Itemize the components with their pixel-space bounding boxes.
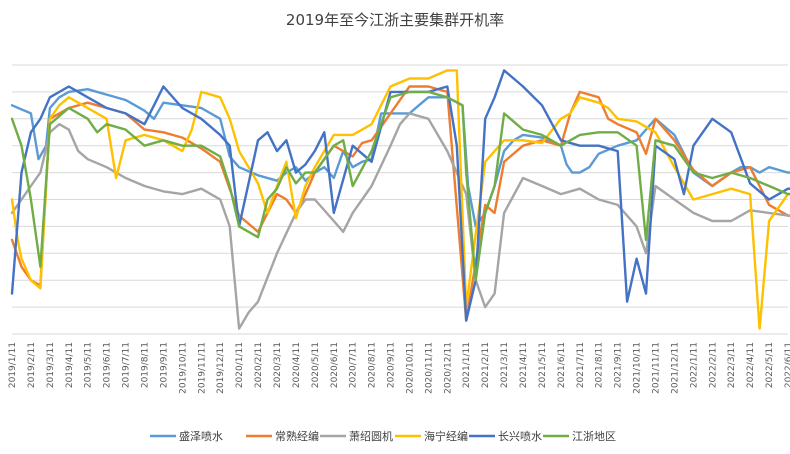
series-lines <box>10 69 790 330</box>
x-tick-label: 2021/4/11 <box>519 342 529 388</box>
legend-label: 萧绍圆机 <box>349 429 393 443</box>
legend-label: 盛泽喷水 <box>179 429 223 443</box>
x-tick-label: 2019/11/11 <box>197 342 207 394</box>
x-tick-label: 2021/12/11 <box>670 342 680 394</box>
x-tick-label: 2019/7/11 <box>122 342 132 388</box>
x-tick-label: 2022/4/11 <box>746 342 756 388</box>
x-tick-label: 2020/10/11 <box>405 342 415 394</box>
x-tick-label: 2020/5/11 <box>311 342 321 388</box>
x-tick-label: 2020/4/11 <box>292 342 302 388</box>
x-tick-label: 2020/9/11 <box>387 342 397 388</box>
x-tick-label: 2021/8/11 <box>595 342 605 388</box>
x-tick-label: 2020/1/11 <box>235 342 245 388</box>
x-tick-label: 2019/5/11 <box>84 342 94 388</box>
x-tick-label: 2021/10/11 <box>633 342 643 394</box>
chart-title: 2019年至今江浙主要集群开机率 <box>286 11 504 29</box>
series-line-6 <box>10 90 790 282</box>
x-tick-label: 2022/6/11 <box>784 342 790 388</box>
x-tick-label: 2019/9/11 <box>159 342 169 388</box>
x-tick-label: 2021/1/11 <box>462 342 472 388</box>
gridlines <box>12 64 788 335</box>
x-tick-label: 2019/2/11 <box>27 342 37 388</box>
x-tick-label: 2022/5/11 <box>765 342 775 388</box>
x-tick-label: 2021/5/11 <box>538 342 548 388</box>
x-tick-label: 2022/3/11 <box>727 342 737 388</box>
x-tick-label: 2021/11/11 <box>652 342 662 394</box>
x-tick-label: 2021/3/11 <box>500 342 510 388</box>
x-tick-label: 2021/7/11 <box>576 342 586 388</box>
x-tick-label: 2020/12/11 <box>443 342 453 394</box>
x-tick-label: 2019/8/11 <box>140 342 150 388</box>
x-tick-label: 2021/6/11 <box>557 342 567 388</box>
legend-label: 海宁经编 <box>424 429 468 443</box>
series-line-4 <box>10 69 790 330</box>
series-line-5 <box>10 69 790 322</box>
x-tick-label: 2021/9/11 <box>614 342 624 388</box>
x-tick-label: 2019/12/11 <box>216 342 226 394</box>
legend-label: 常熟经编 <box>275 429 319 443</box>
series-line-3 <box>10 112 790 330</box>
x-tick-label: 2020/2/11 <box>254 342 264 388</box>
legend: 盛泽喷水 常熟经编 萧绍圆机 海宁经编 长兴喷水 江浙地区 <box>150 429 616 443</box>
x-tick-label: 2021/2/11 <box>481 342 491 388</box>
x-tick-label: 2020/3/11 <box>273 342 283 388</box>
x-tick-label: 2020/8/11 <box>368 342 378 388</box>
x-tick-label: 2019/3/11 <box>46 342 56 388</box>
legend-label: 长兴喷水 <box>498 430 542 443</box>
x-tick-label: 2019/10/11 <box>178 342 188 394</box>
x-tick-label: 2020/7/11 <box>349 342 359 388</box>
x-tick-label: 2022/2/11 <box>708 342 718 388</box>
x-tick-label: 2019/6/11 <box>103 342 113 388</box>
x-axis-ticks: 2019/1/11 2019/2/11 2019/3/11 2019/4/11 2019… <box>8 342 790 394</box>
x-tick-label: 2020/11/11 <box>424 342 434 394</box>
x-tick-label: 2019/1/11 <box>8 342 18 388</box>
legend-label: 江浙地区 <box>572 430 616 443</box>
x-tick-label: 2022/1/11 <box>689 342 699 388</box>
x-tick-label: 2020/6/11 <box>330 342 340 388</box>
x-tick-label: 2019/4/11 <box>65 342 75 388</box>
